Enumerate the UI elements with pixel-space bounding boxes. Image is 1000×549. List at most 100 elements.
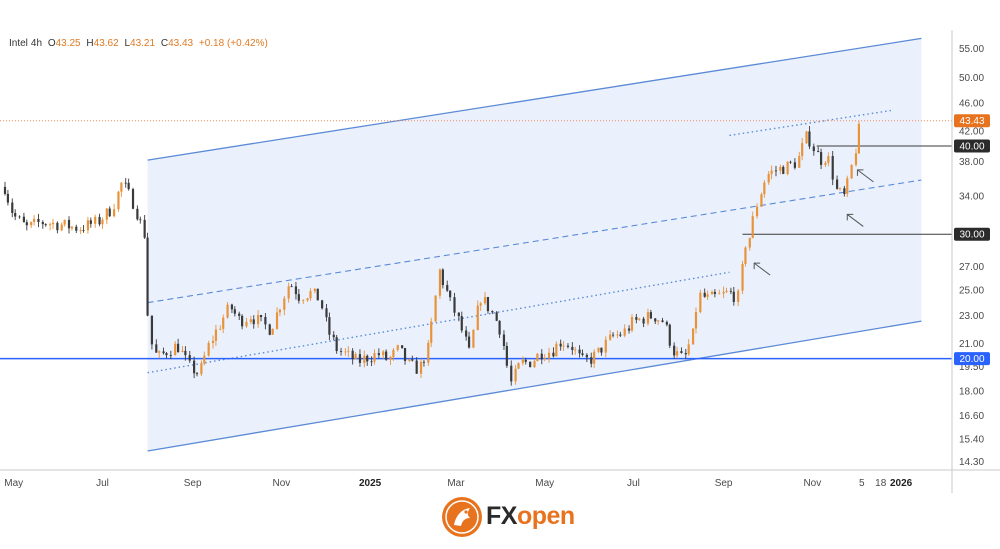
candle-body xyxy=(56,222,59,231)
candle-body xyxy=(680,351,683,353)
candle xyxy=(616,330,619,339)
candle-body xyxy=(11,202,14,213)
x-tick-label: Sep xyxy=(184,478,202,489)
x-tick-label: 2026 xyxy=(890,478,913,489)
candle xyxy=(158,350,161,359)
candle-body xyxy=(401,345,404,349)
candle xyxy=(732,286,735,306)
candle-body xyxy=(857,123,861,154)
candle xyxy=(502,330,506,351)
candle xyxy=(687,339,690,356)
candle xyxy=(706,290,709,300)
candle-body xyxy=(203,355,206,364)
annotation-arrow-2 xyxy=(856,169,874,183)
candle-body xyxy=(86,220,90,231)
candle xyxy=(835,175,839,190)
candle xyxy=(89,217,92,228)
candle xyxy=(789,160,792,164)
candle xyxy=(793,158,796,170)
channel-upper-line xyxy=(147,37,922,161)
candle xyxy=(430,317,433,347)
candle xyxy=(108,206,111,218)
high-value: 43.62 xyxy=(93,38,119,49)
candle xyxy=(113,203,116,218)
candle-body xyxy=(241,315,244,327)
candle-body xyxy=(389,357,392,360)
candle-body xyxy=(684,352,687,355)
candle xyxy=(150,315,154,350)
candle xyxy=(226,301,229,319)
candle xyxy=(763,180,766,198)
candle xyxy=(117,190,120,212)
level-badge-1-text: 30.00 xyxy=(959,230,984,241)
candle-body xyxy=(124,182,127,184)
candle-body xyxy=(559,343,562,347)
candle-body xyxy=(609,334,612,340)
candle xyxy=(408,358,411,363)
x-tick-label: Jul xyxy=(96,478,109,489)
arrow-shaft xyxy=(857,169,874,183)
y-tick-label: 50.00 xyxy=(959,73,984,84)
candle xyxy=(812,143,815,156)
candle-body xyxy=(722,291,725,294)
candle xyxy=(694,307,698,334)
candle xyxy=(725,287,728,294)
candle xyxy=(751,211,754,239)
candle xyxy=(94,214,97,228)
candle-body xyxy=(654,318,657,322)
candle xyxy=(120,181,123,197)
candle xyxy=(44,223,47,227)
candle xyxy=(817,146,820,153)
candle xyxy=(249,315,252,325)
x-tick-label: 18 xyxy=(875,478,887,489)
candle-body xyxy=(616,334,619,336)
candle-body xyxy=(155,344,158,353)
candle xyxy=(498,320,501,339)
candle xyxy=(524,357,527,365)
y-tick-label: 21.00 xyxy=(959,339,984,350)
candle-body xyxy=(552,352,555,357)
candle xyxy=(30,221,33,229)
candle-body xyxy=(63,219,66,225)
candle xyxy=(665,320,668,327)
candle-body xyxy=(665,321,668,325)
candle xyxy=(162,347,165,355)
candle xyxy=(675,346,679,359)
candle xyxy=(271,328,274,335)
candle-body xyxy=(294,286,298,295)
candle xyxy=(684,348,687,360)
candle xyxy=(366,354,369,366)
candle-body xyxy=(48,224,52,226)
candle-body xyxy=(18,216,21,218)
x-tick-label: May xyxy=(4,478,23,489)
candle xyxy=(316,288,319,301)
candle xyxy=(146,232,149,317)
candle xyxy=(710,290,714,295)
y-tick-label: 14.30 xyxy=(959,457,984,468)
candle-body xyxy=(827,156,830,163)
candle xyxy=(446,280,449,292)
candle xyxy=(86,216,90,234)
candle xyxy=(70,225,74,231)
candle-body xyxy=(278,309,282,313)
candle-body xyxy=(495,312,498,321)
x-tick-label: Nov xyxy=(272,478,290,489)
regression-channel xyxy=(147,37,922,452)
candle xyxy=(200,360,203,377)
candle xyxy=(131,187,135,210)
candle xyxy=(351,348,354,365)
candle xyxy=(306,297,309,302)
candle xyxy=(438,268,442,299)
candle-body xyxy=(657,320,660,322)
candle-body xyxy=(113,209,116,217)
candle-body xyxy=(593,351,596,364)
candle xyxy=(75,224,78,234)
candle xyxy=(668,323,671,349)
candle-body xyxy=(533,361,536,368)
candle-body xyxy=(706,294,709,297)
close-value: 43.43 xyxy=(168,38,194,49)
candle xyxy=(590,352,593,368)
candle xyxy=(325,304,328,322)
candle-body xyxy=(252,319,255,325)
